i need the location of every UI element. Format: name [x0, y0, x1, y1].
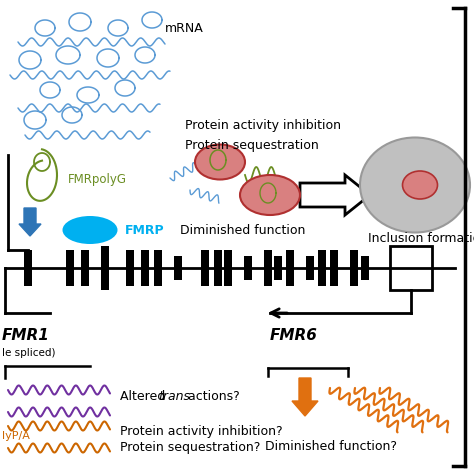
Bar [274, 256, 282, 280]
Ellipse shape [402, 171, 438, 199]
Bar [66, 250, 74, 286]
Bar [286, 250, 294, 286]
Text: Protein activity inhibition?: Protein activity inhibition? [120, 425, 283, 438]
Bar [81, 250, 89, 286]
Bar [264, 250, 272, 286]
Bar [101, 246, 109, 290]
Bar [244, 256, 252, 280]
Text: trans: trans [158, 390, 190, 402]
Text: FMRpolyG: FMRpolyG [68, 173, 127, 186]
Text: le spliced): le spliced) [2, 348, 55, 358]
Bar [350, 250, 358, 286]
Bar [24, 256, 32, 280]
Bar [141, 250, 149, 286]
Text: Diminished function?: Diminished function? [265, 439, 397, 453]
Ellipse shape [63, 216, 118, 244]
Bar [174, 256, 182, 280]
Bar [24, 250, 32, 286]
Bar [361, 256, 369, 280]
Bar [318, 250, 326, 286]
Text: Diminished function: Diminished function [180, 224, 305, 237]
Bar [306, 256, 314, 280]
Text: Protein activity inhibition: Protein activity inhibition [185, 118, 341, 131]
Bar [214, 250, 222, 286]
Bar [390, 246, 432, 290]
Text: Altered: Altered [120, 390, 169, 402]
Bar [224, 250, 232, 286]
Text: Protein sequestration?: Protein sequestration? [120, 441, 260, 455]
Ellipse shape [240, 175, 300, 215]
Bar [126, 250, 134, 286]
Text: FMR6: FMR6 [270, 328, 318, 343]
Ellipse shape [360, 137, 470, 233]
Text: lyP/A: lyP/A [2, 431, 30, 441]
Ellipse shape [195, 145, 245, 180]
Bar [330, 250, 338, 286]
Text: mRNA: mRNA [165, 21, 204, 35]
FancyArrow shape [19, 208, 41, 236]
Text: FMRP: FMRP [125, 224, 164, 237]
Text: FMR1: FMR1 [2, 328, 50, 343]
Polygon shape [300, 175, 370, 215]
Bar [201, 250, 209, 286]
Text: Protein sequestration: Protein sequestration [185, 138, 319, 152]
Text: actions?: actions? [184, 390, 240, 402]
Text: Inclusion formation: Inclusion formation [368, 231, 474, 245]
Bar [154, 250, 162, 286]
FancyArrow shape [292, 378, 318, 416]
